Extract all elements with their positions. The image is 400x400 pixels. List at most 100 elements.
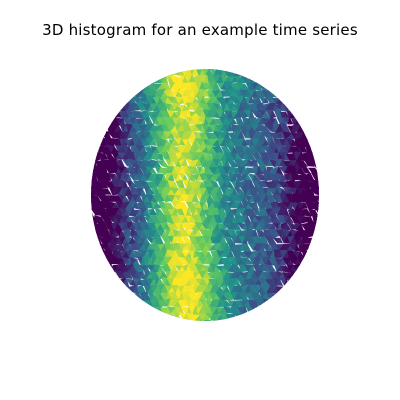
histogram-cell (280, 174, 289, 183)
histogram-cell (91, 222, 93, 231)
histogram-cell (301, 117, 309, 126)
histogram-cell (234, 96, 242, 105)
histogram-cell (186, 152, 193, 161)
histogram-cell (133, 81, 140, 91)
histogram-cell (265, 305, 274, 316)
histogram-cell (248, 95, 256, 104)
histogram-cell (91, 209, 92, 216)
histogram-cell (143, 76, 151, 85)
histogram-cell (269, 299, 277, 309)
histogram-cell (188, 130, 196, 140)
histogram-cell (313, 194, 319, 203)
histogram-cell (160, 284, 169, 294)
histogram-cell (150, 167, 158, 175)
histogram-cell (142, 306, 153, 315)
histogram-cell (320, 208, 327, 215)
histogram-cell (201, 201, 210, 211)
histogram-cell (128, 249, 137, 259)
histogram-cell (166, 320, 177, 321)
histogram-cell (119, 285, 127, 294)
histogram-cell (322, 180, 329, 187)
sphere-surface (81, 63, 329, 321)
histogram-cell (81, 188, 88, 195)
histogram-cell (272, 298, 280, 309)
histogram-cell (207, 265, 215, 274)
histogram-cell (131, 293, 140, 302)
histogram-cell (244, 69, 253, 77)
histogram-cell (256, 165, 264, 175)
histogram-cell (262, 97, 269, 104)
histogram-cell (83, 180, 90, 187)
histogram-cell (261, 110, 271, 120)
histogram-cell (271, 291, 280, 302)
histogram-cell (255, 278, 263, 287)
histogram-cell (230, 69, 240, 70)
histogram-cell (294, 244, 302, 252)
histogram-cell (322, 194, 329, 202)
histogram-cell (286, 102, 296, 113)
histogram-cell (138, 74, 149, 84)
histogram-cell (142, 208, 151, 218)
histogram-cell (129, 82, 137, 91)
histogram-cell (236, 131, 245, 140)
histogram-cell (111, 278, 120, 288)
histogram-cell (256, 110, 264, 120)
histogram-cell (212, 320, 221, 321)
histogram-cell (147, 305, 155, 315)
histogram-cell (196, 63, 203, 69)
histogram-cell (92, 132, 102, 139)
histogram-cell (315, 145, 319, 155)
histogram-cell (108, 110, 117, 119)
histogram-cell (310, 130, 318, 141)
histogram-cell (249, 152, 257, 162)
histogram-cell (162, 313, 173, 321)
histogram-cell (286, 277, 294, 286)
histogram-cell (146, 187, 156, 196)
histogram-cell (129, 181, 139, 189)
histogram-cell (250, 305, 259, 315)
histogram-cell (311, 243, 319, 251)
histogram-cell (177, 69, 187, 71)
histogram-cell (96, 125, 105, 134)
histogram-cell (133, 297, 140, 308)
histogram-cell (262, 82, 270, 91)
histogram-cell (191, 124, 200, 132)
histogram-cell (274, 278, 284, 286)
histogram-cell (91, 193, 92, 204)
histogram-cell (304, 166, 311, 174)
histogram-cell (173, 69, 182, 70)
histogram-cell (245, 74, 252, 83)
histogram-cell (118, 243, 127, 253)
histogram-cell (132, 201, 140, 210)
histogram-cell (265, 82, 274, 91)
histogram-cell (257, 75, 266, 84)
histogram-cell (244, 257, 254, 265)
histogram-cell (199, 277, 209, 287)
histogram-cell (265, 187, 273, 196)
histogram-cell (118, 95, 126, 105)
histogram-cell (91, 132, 100, 140)
histogram-cell (150, 152, 159, 161)
histogram-cell (229, 319, 239, 321)
histogram-cell (100, 256, 110, 266)
histogram-cell (206, 69, 215, 71)
histogram-cell (280, 87, 287, 99)
histogram-cell (91, 145, 96, 154)
histogram-cell (189, 172, 197, 182)
histogram-cell (203, 319, 212, 321)
histogram-cell (251, 159, 259, 168)
histogram-cell (91, 138, 100, 147)
histogram-cell (194, 63, 200, 68)
histogram-cell (226, 318, 235, 321)
histogram-cell (167, 117, 177, 126)
histogram-cell (91, 179, 95, 190)
histogram-cell (284, 286, 291, 294)
histogram-cell (278, 292, 289, 302)
histogram-cell (316, 152, 319, 161)
histogram-cell (277, 291, 286, 301)
histogram-cell (292, 272, 301, 281)
histogram-cell (136, 298, 144, 310)
histogram-cell (321, 187, 329, 196)
histogram-cell (272, 89, 280, 98)
histogram-cell (139, 306, 149, 316)
